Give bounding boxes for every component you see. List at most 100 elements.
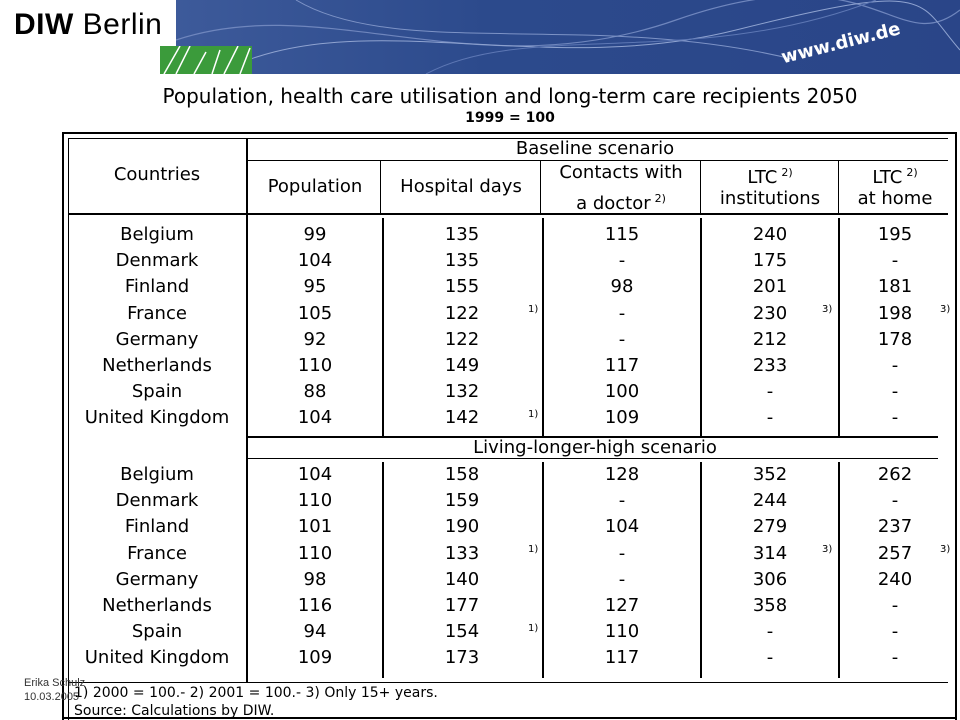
header-col-divider-2 <box>540 160 541 214</box>
cell-ltc-institutions: 212 <box>752 328 788 350</box>
body-col-divider-4b <box>838 462 840 678</box>
cell-country: Spain <box>131 381 183 403</box>
cell-doctor-contacts: - <box>618 302 626 324</box>
scenario2-top-divider <box>248 436 938 438</box>
note-marker-france2-ltc-inst: 3) <box>822 544 833 555</box>
header-living-longer-scenario: Living-longer-high scenario <box>473 437 717 458</box>
cell-doctor-contacts: 104 <box>604 516 640 538</box>
header-contacts-line1: Contacts with <box>559 162 683 183</box>
diw-logo: DIW Berlin <box>14 8 162 42</box>
author-info: Erika Schulz 10.03.2005 <box>24 676 85 704</box>
source-text: Source: Calculations by DIW. <box>74 703 275 719</box>
header-col-divider-1 <box>380 160 381 214</box>
cell-country: Denmark <box>115 490 199 512</box>
logo-bold: DIW <box>14 8 74 41</box>
header-ltc-home-line2: at home <box>857 188 933 209</box>
cell-country: United Kingdom <box>84 407 230 429</box>
page-subtitle: 1999 = 100 <box>465 110 555 126</box>
body-col-divider-3a <box>700 218 702 436</box>
cell-ltc-institutions: 230 <box>752 302 788 324</box>
cell-ltc-institutions: 233 <box>752 355 788 376</box>
cell-hospital-days: 159 <box>444 490 480 512</box>
cell-hospital-days: 142 <box>444 407 480 429</box>
body-col-divider-1b <box>382 462 384 678</box>
cell-population: 104 <box>297 407 333 429</box>
cell-ltc-institutions: - <box>766 621 774 643</box>
footnote-text: 1) 2000 = 100.- 2) 2001 = 100.- 3) Only … <box>74 685 438 701</box>
cell-ltc-home: 240 <box>877 568 913 590</box>
header-contacts-text: a doctor <box>576 193 651 214</box>
cell-country: Denmark <box>115 250 199 272</box>
cell-ltc-home: - <box>891 355 899 376</box>
note-marker-france-ltc-home: 3) <box>940 304 951 315</box>
header-divider <box>68 213 948 215</box>
table-border-left <box>62 132 64 720</box>
cell-doctor-contacts: 117 <box>604 355 640 376</box>
cell-hospital-days: 173 <box>444 647 480 669</box>
cell-ltc-institutions: 240 <box>752 224 788 245</box>
cell-country: Netherlands <box>102 355 212 376</box>
cell-doctor-contacts: 110 <box>604 621 640 643</box>
header-col-divider-3 <box>700 160 701 214</box>
table-inner-left <box>68 138 69 720</box>
cell-ltc-home: - <box>891 647 899 669</box>
cell-ltc-institutions: 358 <box>752 595 788 616</box>
scenario-divider <box>248 160 948 161</box>
cell-doctor-contacts: 117 <box>604 647 640 669</box>
cell-population: 110 <box>297 542 333 564</box>
cell-ltc-home: - <box>891 381 899 403</box>
cell-population: 98 <box>303 568 327 590</box>
cell-ltc-institutions: 175 <box>752 250 788 272</box>
cell-doctor-contacts: 109 <box>604 407 640 429</box>
cell-population: 95 <box>303 276 327 298</box>
cell-country: Germany <box>115 328 199 350</box>
cell-country: Belgium <box>120 224 194 245</box>
cell-country: Finland <box>124 516 190 538</box>
table-border-right <box>955 132 957 720</box>
cell-doctor-contacts: 115 <box>604 224 640 245</box>
table-inner-top <box>68 138 948 139</box>
cell-population: 88 <box>303 381 327 403</box>
cell-ltc-institutions: - <box>766 407 774 429</box>
table-border-top <box>62 132 957 134</box>
body-col-divider-2a <box>542 218 544 436</box>
cell-hospital-days: 122 <box>444 328 480 350</box>
cell-ltc-home: 198 <box>877 302 913 324</box>
header-ltc-inst-line2: institutions <box>719 188 821 209</box>
cell-country: Netherlands <box>102 595 212 616</box>
cell-hospital-days: 177 <box>444 595 480 616</box>
cell-ltc-institutions: 306 <box>752 568 788 590</box>
cell-doctor-contacts: - <box>618 490 626 512</box>
cell-country: Spain <box>131 621 183 643</box>
header-ltc-home-text: LTC <box>872 167 903 188</box>
cell-population: 101 <box>297 516 333 538</box>
header-countries: Countries <box>113 164 201 185</box>
cell-population: 104 <box>297 250 333 272</box>
cell-doctor-contacts: - <box>618 250 626 272</box>
cell-population: 92 <box>303 328 327 350</box>
cell-doctor-contacts: - <box>618 542 626 564</box>
cell-ltc-home: - <box>891 595 899 616</box>
cell-population: 116 <box>297 595 333 616</box>
header-ltc-home-note: 2) <box>906 166 918 179</box>
cell-ltc-institutions: 279 <box>752 516 788 538</box>
cell-hospital-days: 190 <box>444 516 480 538</box>
cell-hospital-days: 133 <box>444 542 480 564</box>
countries-column-divider <box>246 138 248 682</box>
note-marker-france-ltc-inst: 3) <box>822 304 833 315</box>
header-ltc-home-line1: LTC 2) <box>840 160 950 191</box>
cell-population: 109 <box>297 647 333 669</box>
body-col-divider-4a <box>838 218 840 436</box>
header-contacts-note: 2) <box>654 192 666 205</box>
cell-ltc-institutions: 244 <box>752 490 788 512</box>
note-marker-france2-hospital: 1) <box>528 544 539 555</box>
header-contacts-line2: a doctor 2) <box>542 186 700 217</box>
page-title: Population, health care utilisation and … <box>162 84 858 108</box>
cell-country: United Kingdom <box>84 647 230 669</box>
header-hospital-days: Hospital days <box>400 176 522 197</box>
cell-hospital-days: 132 <box>444 381 480 403</box>
cell-hospital-days: 135 <box>444 250 480 272</box>
footer-divider <box>68 682 948 683</box>
cell-hospital-days: 135 <box>444 224 480 245</box>
header-baseline-scenario: Baseline scenario <box>515 138 675 159</box>
